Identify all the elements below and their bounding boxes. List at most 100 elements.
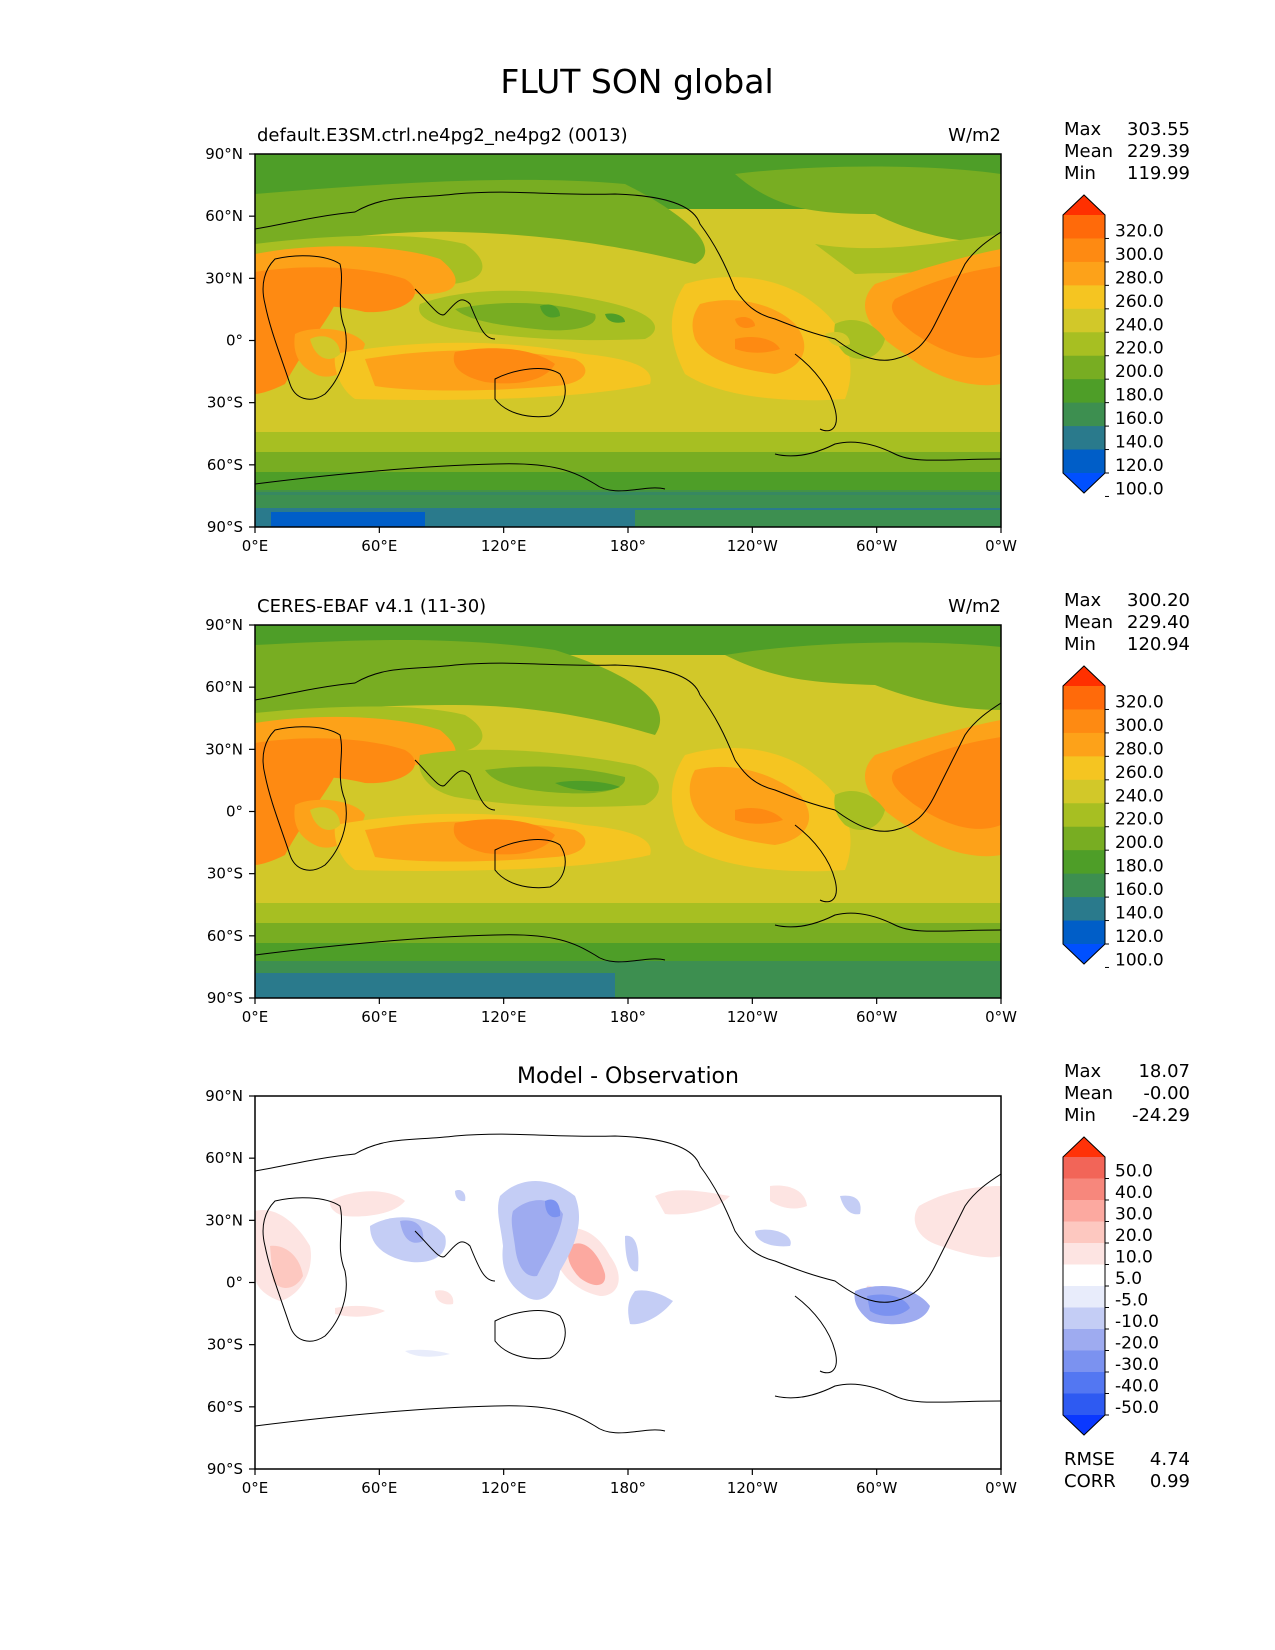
colorbar-tick-label: 180.0 — [1115, 857, 1164, 877]
map-plot-difference — [254, 1095, 1002, 1470]
stats-model: Max 303.55 Mean 229.39 Min 119.99 — [1064, 119, 1190, 184]
colorbar-extend-max — [1063, 666, 1105, 686]
panel-title-left: default.E3SM.ctrl.ne4pg2_ne4pg2 (0013) — [257, 125, 628, 146]
colorbar-tick-label: 140.0 — [1115, 433, 1164, 453]
colorbar-tick-label: 260.0 — [1115, 763, 1164, 783]
colorbar-tick-label: -50.0 — [1115, 1398, 1159, 1418]
stat-label-corr: CORR — [1064, 1471, 1116, 1492]
lat-tick-label: 60°S — [207, 927, 243, 945]
colorbar-segment — [1063, 1329, 1105, 1351]
colorbar-segment — [1063, 238, 1105, 263]
lon-tick-label: 0°E — [242, 1479, 269, 1497]
stat-value-mean: 229.40 — [1127, 612, 1190, 633]
colorbar-tick-label: 220.0 — [1115, 339, 1164, 359]
colorbar-tick-label: 280.0 — [1115, 268, 1164, 288]
lon-tick-label: 0°E — [242, 537, 269, 555]
lon-tick-label: 180° — [610, 1008, 646, 1026]
colorbar-difference: 50.040.030.020.010.05.0-5.0-10.0-20.0-30… — [1062, 1136, 1159, 1436]
coastlines — [255, 1133, 1001, 1434]
colorbar-segment — [1063, 1350, 1105, 1373]
colorbar-segment — [1063, 732, 1105, 757]
stats-difference: Max 18.07 Mean -0.00 Min -24.29 RMSE 4.7… — [1064, 1061, 1190, 1492]
stat-value-mean: -0.00 — [1143, 1083, 1190, 1104]
stats-observation: Max 300.20 Mean 229.40 Min 120.94 — [1064, 590, 1190, 655]
colorbar-tick-label: 240.0 — [1115, 786, 1164, 806]
lat-tick-label: 90°N — [205, 145, 243, 163]
stat-label-mean: Mean — [1064, 1083, 1113, 1104]
colorbar-tick-label: 260.0 — [1115, 292, 1164, 312]
lon-tick-label: 0°W — [985, 1008, 1017, 1026]
colorbar-model: 320.0 300.0 280.0 260.0 240.0 220.0 200.0 180.0… — [1062, 194, 1164, 499]
colorbar-segment — [1063, 355, 1105, 380]
colorbar-tick-label: 200.0 — [1115, 362, 1164, 382]
stat-label-min: Min — [1064, 163, 1096, 184]
panel-observation: CERES-EBAF v4.1 (11-30) W/m2 — [254, 590, 1190, 999]
lon-tick-label: 60°E — [361, 1008, 397, 1026]
lat-tick-label: 0° — [226, 332, 243, 350]
map-plot-observation — [254, 624, 1002, 999]
coastlines — [255, 191, 1001, 492]
units-label: W/m2 — [948, 125, 1001, 146]
stat-label-rmse: RMSE — [1064, 1449, 1115, 1470]
colorbar-segment — [1063, 1372, 1105, 1394]
colorbar-extend-min — [1063, 473, 1105, 493]
colorbar-segment — [1063, 1157, 1105, 1179]
colorbar-tick-label: 100.0 — [1115, 950, 1164, 970]
panel-title-left: CERES-EBAF v4.1 (11-30) — [257, 596, 486, 617]
lat-tick-label: 90°N — [205, 616, 243, 634]
colorbar-extend-min — [1063, 1415, 1105, 1435]
panel-difference: Model - Observation — [254, 1061, 1190, 1492]
colorbar-segment — [1063, 826, 1105, 851]
colorbar-tick-label: 10.0 — [1115, 1248, 1153, 1268]
colorbar-tick-label: 180.0 — [1115, 386, 1164, 406]
colorbar-segment — [1063, 1286, 1105, 1308]
lat-tick-label: 60°N — [205, 1149, 243, 1167]
colorbar-tick-label: 120.0 — [1115, 456, 1164, 476]
stat-label-max: Max — [1064, 119, 1102, 140]
lon-tick-label: 120°W — [727, 1008, 778, 1026]
colorbar-segment — [1063, 850, 1105, 875]
colorbar-segment — [1063, 1221, 1105, 1244]
lon-tick-label: 0°E — [242, 1008, 269, 1026]
lat-tick-label: 30°N — [205, 740, 243, 758]
stat-label-min: Min — [1064, 1105, 1096, 1126]
colorbar-tick-label: 240.0 — [1115, 315, 1164, 335]
colorbar-tick-label: -20.0 — [1115, 1334, 1159, 1354]
colorbar-extend-max — [1063, 1137, 1105, 1157]
colorbar-tick-label: 40.0 — [1115, 1183, 1153, 1203]
colorbar-extend-max — [1063, 195, 1105, 215]
colorbar-segment — [1063, 686, 1105, 710]
colorbar-tick-label: 160.0 — [1115, 409, 1164, 429]
lat-tick-label: 30°S — [207, 1336, 243, 1354]
lon-tick-label: 120°E — [481, 537, 527, 555]
colorbar-segment — [1063, 1393, 1105, 1416]
colorbar-tick-label: 100.0 — [1115, 479, 1164, 499]
lat-tick-label: 30°N — [205, 1211, 243, 1229]
stat-value-corr: 0.99 — [1150, 1471, 1190, 1492]
lat-tick-label: 60°S — [207, 456, 243, 474]
lat-tick-label: 30°S — [207, 865, 243, 883]
colorbar-tick-label: 220.0 — [1115, 810, 1164, 830]
colorbar-tick-label: -30.0 — [1115, 1355, 1159, 1375]
colorbar-segment — [1063, 779, 1105, 804]
colorbar-segment — [1063, 803, 1105, 828]
stat-value-mean: 229.39 — [1127, 141, 1190, 162]
colorbar-tick-label: -40.0 — [1115, 1377, 1159, 1397]
lat-tick-label: 30°N — [205, 269, 243, 287]
colorbar-segment — [1063, 1264, 1105, 1287]
lon-tick-label: 120°E — [481, 1479, 527, 1497]
lon-tick-label: 60°E — [361, 1479, 397, 1497]
colorbar-tick-label: 320.0 — [1115, 692, 1164, 712]
lat-tick-label: 90°S — [207, 1460, 243, 1478]
lat-tick-label: 60°N — [205, 207, 243, 225]
stat-label-mean: Mean — [1064, 141, 1113, 162]
colorbar-segment — [1063, 873, 1105, 898]
lon-tick-label: 180° — [610, 1479, 646, 1497]
stat-label-max: Max — [1064, 590, 1102, 611]
colorbar-segment — [1063, 1200, 1105, 1222]
lon-tick-label: 120°W — [727, 1479, 778, 1497]
stat-label-mean: Mean — [1064, 612, 1113, 633]
stat-value-min: 119.99 — [1127, 163, 1190, 184]
colorbar-segment — [1063, 426, 1105, 451]
